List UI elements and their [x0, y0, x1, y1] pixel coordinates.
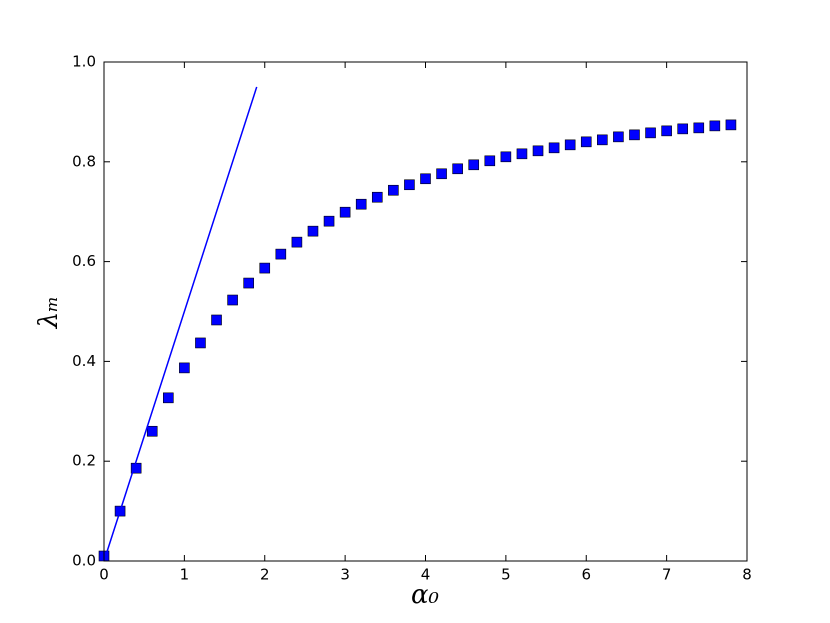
marker	[725, 119, 737, 131]
y-tick-label: 0.2	[72, 452, 96, 470]
y-tick-label: 0.4	[72, 352, 96, 370]
marker	[484, 155, 496, 167]
marker	[709, 120, 721, 132]
marker	[548, 142, 560, 154]
marker	[404, 179, 415, 191]
marker	[613, 131, 624, 143]
y-tick-label: 0.6	[72, 252, 96, 270]
marker	[211, 314, 222, 326]
marker	[500, 151, 512, 163]
marker	[629, 129, 640, 141]
marker	[179, 362, 190, 374]
marker	[227, 294, 238, 306]
x-axis-label: α₀	[411, 580, 440, 610]
marker	[371, 191, 383, 203]
x-tick-label: 5	[501, 566, 511, 584]
marker	[693, 122, 705, 134]
x-tick-label: 8	[742, 566, 752, 584]
x-tick-label: 4	[421, 566, 431, 584]
y-axis-label: λₘ	[34, 296, 64, 329]
marker	[532, 145, 544, 157]
marker	[291, 236, 303, 248]
x-tick-label: 2	[260, 566, 270, 584]
marker	[195, 337, 206, 349]
marker	[259, 262, 271, 274]
marker	[468, 159, 480, 171]
marker	[339, 206, 351, 218]
line	[103, 86, 258, 562]
x-tick-label: 0	[99, 566, 109, 584]
marker	[243, 277, 254, 289]
marker	[597, 134, 608, 146]
marker	[420, 173, 431, 185]
marker	[452, 163, 463, 175]
y-tick-label: 0.0	[72, 552, 96, 570]
marker	[516, 148, 528, 160]
plot-frame	[103, 61, 748, 562]
y-tick-label: 1.0	[72, 53, 96, 71]
marker	[275, 248, 287, 260]
x-tick-label: 7	[662, 566, 672, 584]
x-tick-label: 1	[180, 566, 190, 584]
marker	[163, 392, 174, 404]
x-tick-label: 6	[581, 566, 591, 584]
marker	[388, 184, 399, 196]
marker	[661, 125, 672, 137]
marker	[645, 127, 656, 139]
marker	[307, 225, 319, 237]
marker	[436, 168, 447, 180]
marker	[564, 139, 576, 151]
marker	[146, 425, 158, 437]
marker	[677, 123, 689, 135]
marker	[580, 136, 592, 148]
marker	[355, 198, 367, 210]
y-tick-label: 0.8	[72, 152, 96, 170]
marker	[323, 215, 335, 227]
x-tick-label: 3	[340, 566, 350, 584]
